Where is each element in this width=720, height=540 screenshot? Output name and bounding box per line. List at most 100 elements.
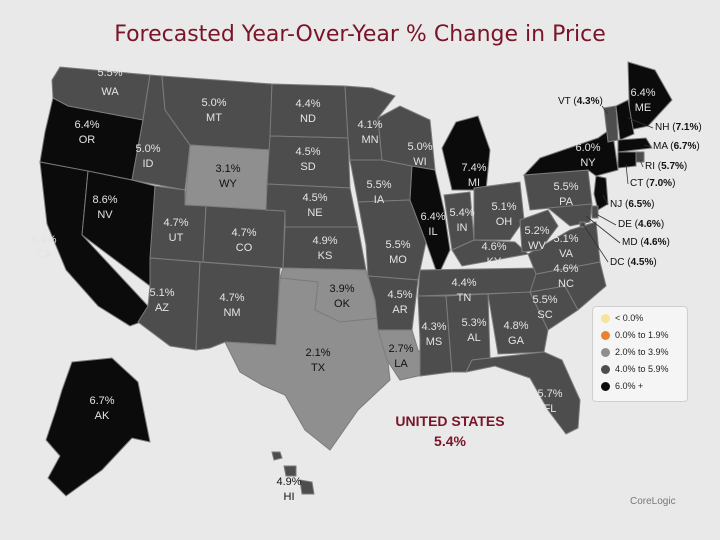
state-abbr-label: KS (318, 250, 333, 262)
callout-abbr: RI (645, 161, 655, 172)
legend-item: < 0.0% (601, 313, 643, 324)
legend-swatch (601, 365, 610, 375)
state-abbr-label: TN (457, 292, 472, 304)
state-ga (487, 291, 549, 355)
state-value-label: 4.7% (163, 217, 188, 229)
state-value-label: 5.3% (461, 317, 486, 329)
legend-item: 4.0% to 5.9% (601, 364, 669, 375)
state-nm (195, 261, 281, 351)
state-value-label: 5.0% (201, 97, 226, 109)
state-value-label: 5.1% (491, 201, 516, 213)
state-value-label: 5.1% (149, 287, 174, 299)
callout-abbr: MA (653, 141, 668, 152)
callout-label-nj: NJ (6.5%) (610, 199, 654, 210)
state-abbr-label: HI (284, 491, 295, 503)
state-abbr-label: CA (36, 249, 52, 261)
national-label: UNITED STATES (395, 413, 505, 429)
callout-paren: ) (651, 199, 654, 210)
callout-leader (639, 159, 644, 168)
state-abbr-label: OK (334, 298, 351, 310)
callout-leader (602, 194, 609, 206)
callout-paren: ( (571, 96, 578, 107)
callout-label-md: MD (4.6%) (622, 237, 670, 248)
map-title: Forecasted Year-Over-Year % Change in Pr… (114, 22, 606, 47)
state-value-label: 5.7% (537, 388, 562, 400)
state-fl (465, 351, 581, 435)
state-abbr-label: UT (169, 232, 184, 244)
legend-swatch (601, 314, 610, 324)
callout-paren: ) (661, 219, 664, 230)
callout-abbr: NJ (610, 199, 622, 210)
callout-paren: ) (696, 141, 699, 152)
state-abbr-label: AR (392, 304, 407, 316)
state-ma (617, 137, 653, 153)
state-abbr-label: CO (236, 242, 253, 254)
callout-value: 4.3% (577, 96, 600, 107)
callout-value: 4.6% (638, 219, 661, 230)
state-value-label: 5.5% (532, 294, 557, 306)
callout-abbr: DE (618, 219, 632, 230)
state-value-label: 4.9% (276, 476, 301, 488)
national-value: 5.4% (434, 433, 466, 449)
state-ak (45, 357, 151, 497)
state-value-label: 2.1% (305, 347, 330, 359)
state-abbr-label: LA (394, 358, 408, 370)
callout-label-dc: DC (4.5%) (610, 257, 657, 268)
state-ny (522, 127, 619, 177)
state-abbr-label: PA (559, 196, 574, 208)
legend-swatch (601, 348, 610, 358)
state-abbr-label: VA (559, 248, 574, 260)
state-value-label: 4.8% (503, 320, 528, 332)
state-abbr-label: AL (467, 332, 480, 344)
state-tx (224, 277, 391, 451)
state-abbr-label: AZ (155, 302, 169, 314)
callout-value: 7.1% (676, 122, 699, 133)
state-abbr-label: NE (307, 207, 322, 219)
state-wv (519, 209, 559, 253)
state-abbr-label: WY (219, 178, 237, 190)
state-value-label: 4.5% (295, 146, 320, 158)
state-abbr-label: IL (428, 226, 437, 238)
state-value-label: 9.4% (31, 234, 56, 246)
state-nj (593, 175, 609, 211)
state-value-label: 4.4% (451, 277, 476, 289)
state-abbr-label: SD (300, 161, 315, 173)
callout-paren: ( (632, 219, 639, 230)
callout-leader (595, 213, 617, 226)
state-value-label: 6.4% (74, 119, 99, 131)
state-abbr-label: MO (389, 254, 407, 266)
callout-label-vt: VT (4.3%) (558, 96, 603, 107)
state-abbr-label: MS (426, 336, 443, 348)
callout-leader (643, 144, 652, 148)
state-value-label: 5.5% (385, 239, 410, 251)
state-value-label: 4.4% (295, 98, 320, 110)
legend-item: 6.0% + (601, 381, 643, 392)
legend-label: 4.0% to 5.9% (615, 364, 669, 374)
state-abbr-label: NC (558, 278, 574, 290)
callout-leader (585, 215, 621, 244)
state-de (591, 205, 599, 219)
state-md (546, 203, 593, 227)
state-value-label: 6.4% (420, 211, 445, 223)
state-value-label: 6.0% (575, 142, 600, 154)
state-ct (617, 151, 637, 169)
state-abbr-label: NY (580, 157, 596, 169)
state-abbr-label: NM (223, 307, 240, 319)
state-value-label: 5.0% (135, 143, 160, 155)
state-abbr-label: FL (544, 403, 557, 415)
state-value-label: 8.6% (92, 194, 117, 206)
state-abbr-label: WA (101, 86, 119, 98)
callout-paren: ( (643, 178, 650, 189)
state-value-label: 4.5% (302, 192, 327, 204)
callout-paren: ( (622, 199, 629, 210)
state-abbr-label: SC (537, 309, 552, 321)
source-credit: CoreLogic (630, 496, 676, 507)
state-value-label: 5.5% (97, 67, 122, 79)
state-va (527, 221, 601, 275)
state-abbr-label: KY (487, 256, 502, 268)
state-nh (615, 99, 635, 141)
state-value-label: 3.1% (215, 163, 240, 175)
state-oh (473, 181, 525, 241)
callout-paren: ) (600, 96, 603, 107)
